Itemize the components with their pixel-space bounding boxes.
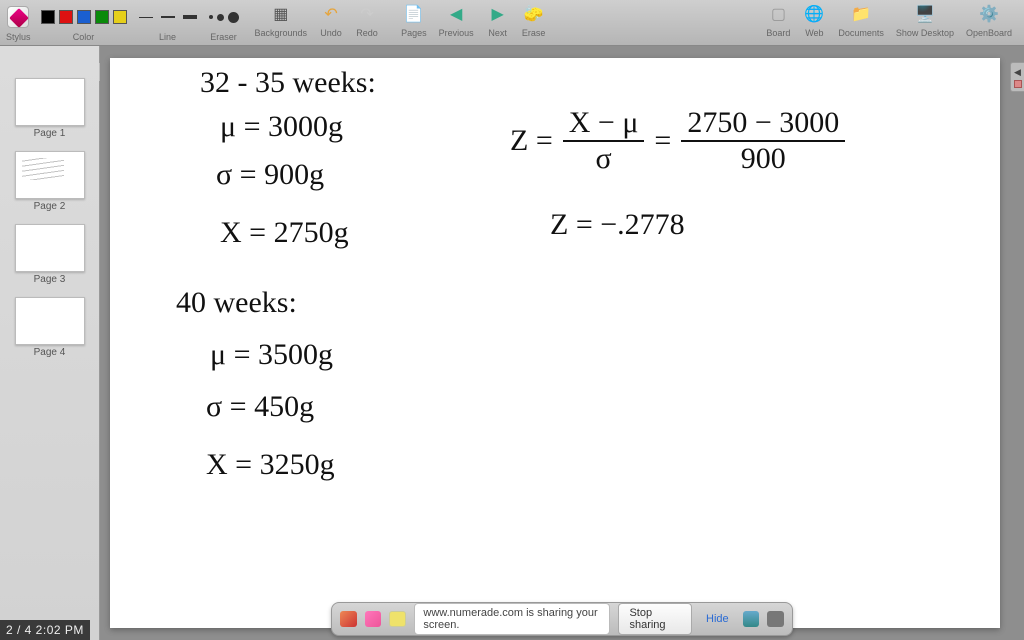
hide-sharing-button[interactable]: Hide [700, 610, 735, 628]
board-button[interactable]: ▢ Board [766, 2, 790, 38]
color-label: Color [73, 32, 95, 42]
page-thumbnail[interactable] [15, 78, 85, 126]
hand-text: μ = 3500g [210, 338, 333, 372]
page-sidebar: ◀ Page 1Page 2Page 3Page 4 [0, 46, 100, 640]
eraser-icon[interactable] [365, 611, 382, 627]
board-icon: ▢ [766, 2, 790, 26]
stylus-label: Stylus [6, 32, 31, 42]
erase-button[interactable]: 🧽 Erase [522, 2, 546, 38]
eraser-label: Eraser [210, 32, 237, 42]
fraction: X − μ σ [563, 108, 645, 174]
backgrounds-icon: ▦ [269, 2, 293, 26]
hand-text: σ [596, 142, 612, 174]
page-thumbnail-label: Page 1 [0, 128, 99, 139]
page-thumbnail[interactable] [15, 224, 85, 272]
hand-text: = [654, 124, 671, 158]
web-button[interactable]: 🌐 Web [802, 2, 826, 38]
line-thick-icon [183, 15, 197, 19]
color-swatch[interactable] [59, 10, 73, 24]
previous-button[interactable]: ◀ Previous [439, 2, 474, 38]
screen-icon[interactable] [743, 611, 760, 627]
eraser-large-icon [228, 12, 239, 23]
prev-icon: ◀ [444, 2, 468, 26]
line-tool[interactable]: Line [137, 2, 199, 42]
documents-icon: 📁 [849, 2, 873, 26]
share-message: www.numerade.com is sharing your screen. [414, 603, 610, 635]
pages-icon: 📄 [402, 2, 426, 26]
whiteboard-canvas[interactable]: 32 - 35 weeks: μ = 3000g σ = 900g X = 27… [110, 58, 1000, 628]
hand-text: 40 weeks: [176, 286, 297, 320]
redo-icon: ↷ [355, 2, 379, 26]
hand-text: σ = 900g [216, 158, 324, 192]
undo-button[interactable]: ↶ Undo [319, 2, 343, 38]
z-formula: Z = X − μ σ = 2750 − 3000 900 [510, 108, 845, 174]
page-thumbnail-label: Page 4 [0, 347, 99, 358]
eraser-size-tool[interactable]: Eraser [209, 2, 239, 42]
fraction: 2750 − 3000 900 [681, 108, 845, 174]
next-button[interactable]: ▶ Next [486, 2, 510, 38]
page-thumbnail-label: Page 2 [0, 201, 99, 212]
backgrounds-button[interactable]: ▦ Backgrounds [255, 2, 308, 38]
color-swatch[interactable] [41, 10, 55, 24]
hand-text: X − μ [563, 108, 645, 142]
erase-icon: 🧽 [522, 2, 546, 26]
stylus-tool[interactable]: Stylus [6, 2, 31, 42]
page-thumbnail[interactable] [15, 297, 85, 345]
hand-text: 2750 − 3000 [681, 108, 845, 142]
canvas-wrap: 32 - 35 weeks: μ = 3000g σ = 900g X = 27… [100, 46, 1024, 640]
stylus-icon [7, 6, 29, 28]
hand-text: X = 2750g [220, 216, 349, 250]
pages-button[interactable]: 📄 Pages [401, 2, 427, 38]
right-collapse-tab[interactable]: ◀ [1010, 62, 1024, 92]
documents-button[interactable]: 📁 Documents [838, 2, 884, 38]
color-swatch[interactable] [77, 10, 91, 24]
stop-sharing-button[interactable]: Stop sharing [618, 603, 692, 635]
line-thin-icon [139, 17, 153, 18]
keyboard-icon[interactable] [767, 611, 784, 627]
hand-text: 32 - 35 weeks: [200, 66, 376, 100]
main-area: ◀ Page 1 Page 2 Page 3 Page 4 32 - 35 weeks… [0, 46, 1024, 640]
color-tool[interactable]: Color [41, 2, 127, 42]
page-thumbnail-label: Page 3 [0, 274, 99, 285]
hand-text: σ = 450g [206, 390, 314, 424]
hand-text: μ = 3000g [220, 110, 343, 144]
eraser-med-icon [217, 14, 224, 21]
hand-text: X = 3250g [206, 448, 335, 482]
desktop-icon: 🖥️ [913, 2, 937, 26]
line-label: Line [159, 32, 176, 42]
undo-icon: ↶ [319, 2, 343, 26]
page-thumbnail[interactable] [15, 151, 85, 199]
show-desktop-button[interactable]: 🖥️ Show Desktop [896, 2, 954, 38]
redo-button[interactable]: ↷ Redo [355, 2, 379, 38]
web-icon: 🌐 [802, 2, 826, 26]
color-swatch[interactable] [113, 10, 127, 24]
hand-text: Z = −.2778 [550, 208, 685, 242]
eraser-small-icon [209, 15, 213, 19]
openboard-button[interactable]: ⚙️ OpenBoard [966, 2, 1012, 38]
hand-text: 900 [741, 142, 786, 174]
toolbar: Stylus Color Line Eraser ▦ Backgrounds ↶… [0, 0, 1024, 46]
timestamp-overlay: 2 / 4 2:02 PM [0, 620, 90, 640]
highlighter-icon[interactable] [389, 611, 406, 627]
next-icon: ▶ [486, 2, 510, 26]
pen-icon[interactable] [340, 611, 357, 627]
bottom-tool-dock: www.numerade.com is sharing your screen.… [331, 602, 793, 636]
hand-text: Z = [510, 124, 553, 158]
gear-icon: ⚙️ [977, 2, 1001, 26]
color-swatch[interactable] [95, 10, 109, 24]
line-med-icon [161, 16, 175, 18]
